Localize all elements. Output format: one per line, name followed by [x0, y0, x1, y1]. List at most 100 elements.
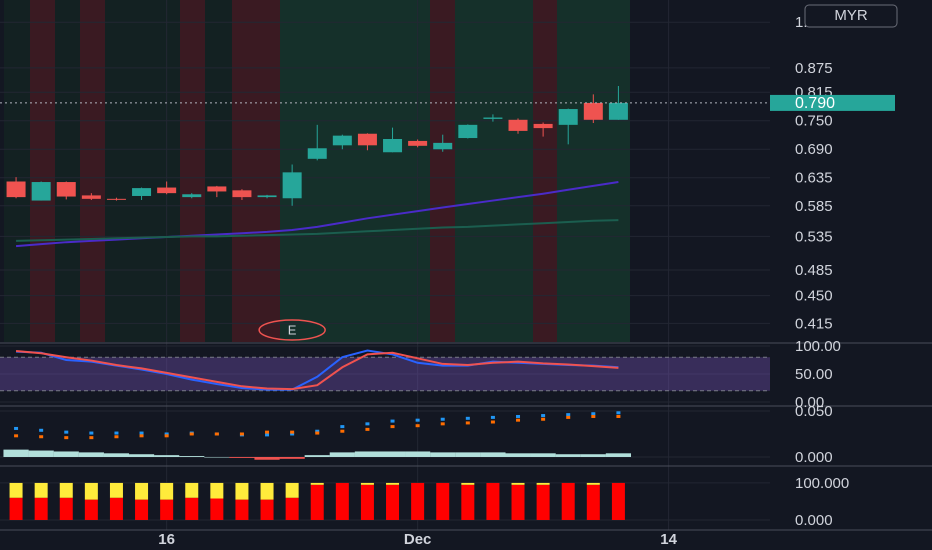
macd-dot	[64, 436, 69, 440]
macd-dot	[340, 429, 345, 433]
stacked-bar	[210, 482, 224, 499]
macd-dot	[114, 431, 119, 435]
candle-body	[483, 117, 503, 119]
stacked-bar	[310, 482, 324, 485]
macd-dot	[440, 417, 445, 421]
macd-dot	[465, 421, 470, 425]
macd-dot	[164, 432, 169, 436]
macd-dot	[139, 431, 144, 435]
stacked-bar	[59, 482, 73, 498]
candle-body	[81, 195, 101, 199]
session-bg	[30, 0, 55, 342]
stacked-bar	[335, 482, 349, 520]
histogram-bar	[480, 452, 506, 457]
y-tick-label: 100.000	[795, 475, 849, 492]
stacked-bar	[235, 482, 249, 500]
macd-dot	[516, 418, 521, 422]
histogram-bar	[505, 453, 531, 457]
session-bg	[232, 0, 280, 342]
candle-body	[357, 133, 377, 146]
macd-dot	[541, 417, 546, 421]
stacked-bar	[109, 497, 123, 520]
y-tick-label: 0.415	[795, 315, 833, 332]
stacked-bar	[210, 498, 224, 520]
macd-dot	[365, 422, 370, 426]
macd-dot	[64, 430, 69, 434]
macd-dot	[591, 412, 596, 416]
stacked-bar	[586, 484, 600, 520]
macd-dot	[114, 435, 119, 439]
stacked-bar	[285, 482, 299, 498]
session-bg	[180, 0, 205, 342]
histogram-bar	[254, 456, 280, 460]
y-tick-label: 0.585	[795, 198, 833, 215]
histogram-bar	[53, 451, 79, 457]
stacked-bar	[461, 484, 475, 520]
macd-dot	[541, 414, 546, 418]
macd-dot	[89, 431, 94, 435]
session-bg	[80, 0, 105, 342]
histogram-bar	[405, 451, 431, 457]
stacked-bar	[109, 482, 123, 498]
histogram-bar	[354, 451, 381, 457]
x-tick-label: Dec	[404, 531, 432, 548]
stacked-bar	[411, 482, 425, 520]
macd-dot	[566, 415, 571, 419]
y-tick-label: 0.635	[795, 170, 833, 187]
histogram-bar	[3, 449, 29, 457]
macd-dot	[390, 425, 395, 429]
macd-dot	[465, 416, 470, 420]
candle-body	[106, 198, 126, 200]
candle-body	[307, 148, 327, 159]
y-tick-label: 0.000	[795, 449, 833, 466]
macd-dot	[39, 435, 44, 439]
macd-dot	[214, 432, 219, 436]
stacked-bar	[561, 482, 575, 520]
histogram-bar	[28, 450, 54, 457]
macd-dot	[415, 418, 420, 422]
histogram-bar	[329, 452, 355, 457]
macd-dot	[415, 424, 420, 428]
macd-dot	[315, 429, 320, 433]
candle-body	[608, 102, 628, 120]
y-tick-label: 0.750	[795, 113, 833, 130]
session-bg	[430, 0, 455, 342]
session-backgrounds	[4, 0, 630, 342]
candle-body	[257, 195, 277, 198]
candle-body	[31, 182, 51, 201]
macd-dot	[290, 432, 295, 436]
stacked-bar	[285, 497, 299, 520]
histogram-bar	[179, 456, 205, 457]
stacked-bar	[160, 482, 174, 500]
stacked-bar	[185, 497, 199, 520]
macd-dot	[516, 414, 521, 418]
stacked-bar	[486, 482, 500, 520]
stacked-bar	[9, 482, 23, 498]
candle-body	[533, 123, 553, 129]
macd-dot	[89, 436, 94, 440]
stacked-bar	[260, 499, 274, 520]
candle-body	[558, 109, 578, 125]
macd-dot	[566, 413, 571, 417]
macd-dot	[365, 427, 370, 431]
stacked-bar	[9, 497, 23, 520]
macd-dot	[239, 432, 244, 436]
stacked-bar	[436, 482, 450, 520]
candle-body	[332, 135, 352, 146]
macd-dot	[290, 430, 295, 434]
candle-body	[383, 138, 403, 153]
macd-dot	[265, 430, 270, 434]
candle-body	[56, 182, 76, 197]
macd-dot	[616, 414, 621, 418]
y-tick-label: 0.690	[795, 141, 833, 158]
macd-dot	[14, 426, 19, 430]
histogram-bar	[430, 452, 456, 457]
stacked-bar	[360, 484, 374, 520]
macd-dot	[189, 432, 194, 436]
stacked-bar	[360, 482, 374, 485]
stacked-bar	[511, 484, 525, 520]
stacked-bar	[611, 482, 625, 520]
candle-body	[433, 142, 453, 150]
histogram-bar	[304, 455, 330, 457]
